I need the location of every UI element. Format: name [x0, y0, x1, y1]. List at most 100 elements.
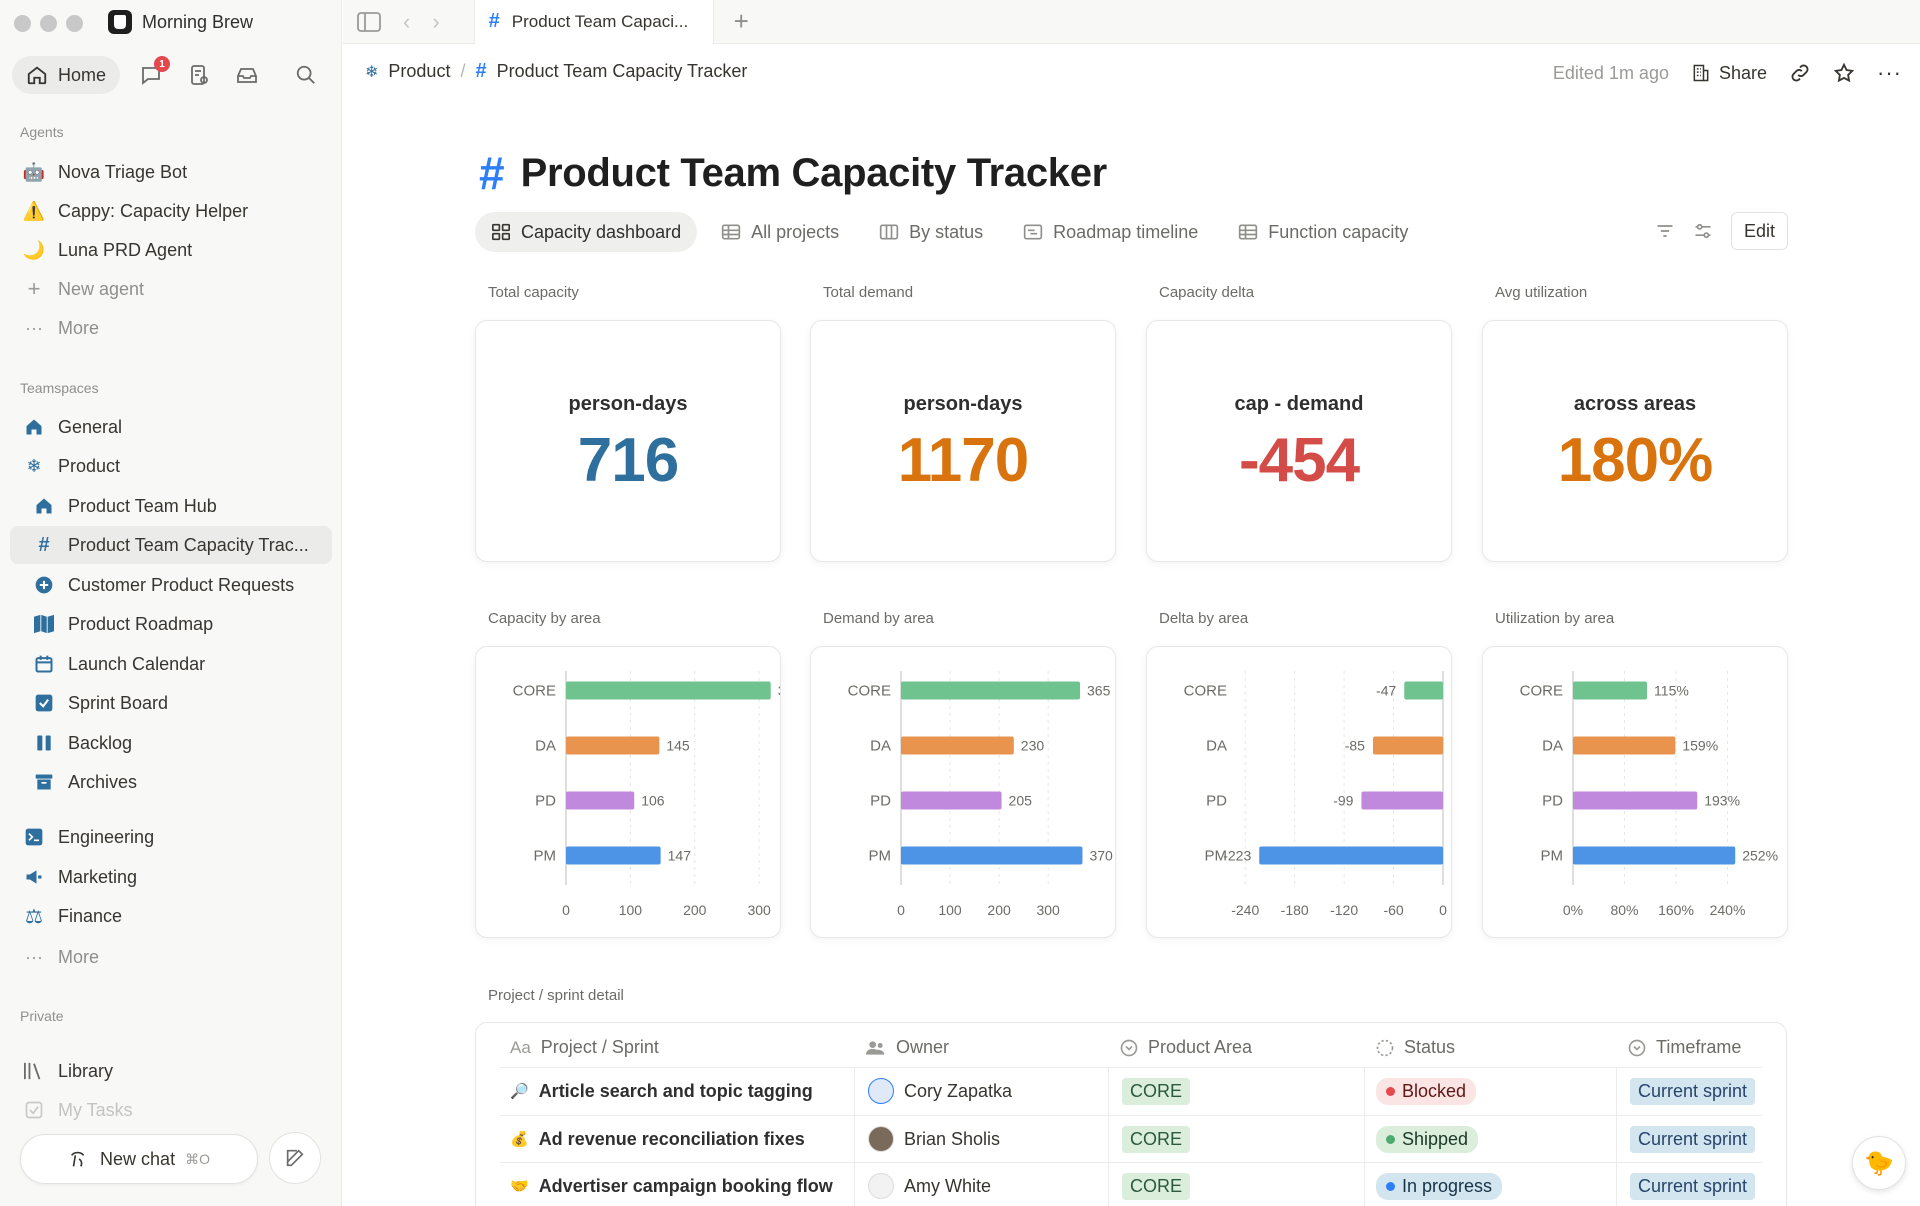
compose-button[interactable]	[269, 1132, 321, 1184]
bar[interactable]	[1573, 736, 1676, 755]
private-library[interactable]: Library	[10, 1052, 332, 1090]
table-row-timeframe[interactable]: Current sprint	[1630, 1068, 1756, 1114]
table-row-status[interactable]: Shipped	[1376, 1116, 1479, 1162]
tab-capacity-tracker[interactable]: # Product Team Capaci...	[473, 0, 714, 44]
category-label: CORE	[1184, 683, 1227, 700]
inbox-button[interactable]	[234, 62, 260, 88]
filter-icon[interactable]	[1655, 222, 1675, 240]
new-chat-button[interactable]: New chat ⌘O	[20, 1134, 258, 1184]
page-product-team-hub[interactable]: Product Team Hub	[10, 487, 332, 525]
breadcrumb-current[interactable]: Product Team Capacity Tracker	[496, 61, 748, 81]
page-label: Sprint Board	[68, 692, 169, 713]
teamspaces-more-button[interactable]: ··· More	[10, 938, 332, 976]
chart-card-capacity[interactable]: 0 100 200 300 CORE 318 DA 145 PD 106 PM 147	[475, 646, 781, 938]
share-button[interactable]: Share	[1691, 63, 1767, 84]
table-row-area[interactable]: CORE	[1122, 1116, 1191, 1162]
sidebar-toggle-icon[interactable]	[357, 11, 381, 32]
bar[interactable]	[566, 681, 771, 700]
page-archives[interactable]: Archives	[10, 763, 332, 801]
private-my-tasks[interactable]: My Tasks	[10, 1091, 332, 1129]
new-agent-button[interactable]: + New agent	[10, 270, 332, 308]
breadcrumb-parent[interactable]: Product	[388, 61, 451, 81]
meeting-notes-button[interactable]	[186, 62, 212, 88]
star-icon[interactable]	[1833, 62, 1855, 84]
table-row-owner[interactable]: Amy White	[868, 1163, 991, 1206]
view-tab-capacity-dashboard[interactable]: Capacity dashboard	[475, 212, 698, 252]
column-header-project[interactable]: Aa Project / Sprint	[510, 1037, 659, 1058]
column-header-timeframe[interactable]: Timeframe	[1628, 1037, 1741, 1058]
table-row-status[interactable]: In progress	[1376, 1163, 1503, 1206]
search-button[interactable]	[293, 62, 319, 88]
back-arrow-icon[interactable]: ‹	[403, 8, 411, 34]
table-row-status[interactable]: Blocked	[1376, 1068, 1477, 1114]
column-header-owner[interactable]: Owner	[866, 1037, 949, 1058]
more-options-icon[interactable]: ···	[1877, 60, 1902, 85]
stat-card-total-demand[interactable]: person-days 1170	[810, 320, 1116, 562]
close-window-button[interactable]	[14, 15, 31, 32]
new-tab-icon[interactable]: +	[733, 6, 749, 36]
page-customer-product-requests[interactable]: Customer Product Requests	[10, 566, 332, 604]
help-button[interactable]: 🐤	[1852, 1136, 1906, 1190]
agents-more-button[interactable]: ··· More	[10, 309, 332, 347]
bar[interactable]	[1404, 681, 1443, 700]
chart-card-delta[interactable]: -240 -180 -120 -60 0 CORE -47 DA -85 PD -99 PM -223	[1146, 646, 1452, 938]
chart-card-demand[interactable]: 0 100 200 300 CORE 365 DA 230 PD 205 PM 370	[810, 646, 1116, 938]
page-capacity-tracker[interactable]: # Product Team Capacity Trac...	[10, 526, 332, 564]
page-backlog[interactable]: Backlog	[10, 724, 332, 762]
view-tab-function-capacity[interactable]: Function capacity	[1222, 212, 1424, 252]
inbox-chat-button[interactable]: 1	[138, 56, 171, 88]
table-row-owner[interactable]: Brian Sholis	[868, 1116, 1000, 1162]
forward-arrow-icon[interactable]: ›	[432, 8, 440, 34]
teamspace-engineering[interactable]: Engineering	[10, 818, 332, 856]
table-row-area[interactable]: CORE	[1122, 1163, 1191, 1206]
bar[interactable]	[901, 846, 1083, 865]
agent-nova-triage-bot[interactable]: 🤖 Nova Triage Bot	[10, 153, 332, 191]
bar[interactable]	[901, 736, 1014, 755]
agent-cappy[interactable]: ⚠️ Cappy: Capacity Helper	[10, 192, 332, 230]
table-row-area[interactable]: CORE	[1122, 1068, 1191, 1114]
column-header-label: Product Area	[1148, 1037, 1253, 1057]
teamspace-finance[interactable]: ⚖ Finance	[10, 897, 332, 935]
stat-card-total-capacity[interactable]: person-days 716	[475, 320, 781, 562]
bar[interactable]	[1573, 791, 1698, 810]
table-row-timeframe[interactable]: Current sprint	[1630, 1116, 1756, 1162]
bar[interactable]	[1573, 846, 1736, 865]
chart-card-utilization[interactable]: 0% 80% 160% 240% CORE 115% DA 159% PD 193% PM 252%	[1482, 646, 1788, 938]
column-header-area[interactable]: Product Area	[1120, 1037, 1252, 1058]
table-row-timeframe[interactable]: Current sprint	[1630, 1163, 1756, 1206]
edit-button[interactable]: Edit	[1730, 212, 1788, 250]
table-row-project[interactable]: 🤝 Advertiser campaign booking flow	[510, 1163, 833, 1206]
bar[interactable]	[901, 791, 1002, 810]
page-launch-calendar[interactable]: Launch Calendar	[10, 645, 332, 683]
table-row-project[interactable]: 🔎 Article search and topic tagging	[510, 1068, 813, 1114]
link-icon[interactable]	[1789, 62, 1811, 84]
page-product-roadmap[interactable]: Product Roadmap	[10, 605, 332, 643]
bar[interactable]	[1372, 736, 1443, 755]
bar[interactable]	[901, 681, 1081, 700]
bar[interactable]	[566, 791, 635, 810]
teamspace-general[interactable]: General	[10, 408, 332, 446]
minimize-window-button[interactable]	[40, 15, 57, 32]
bar[interactable]	[1361, 791, 1443, 810]
table-row-owner[interactable]: Cory Zapatka	[868, 1068, 1012, 1114]
bar[interactable]	[566, 736, 660, 755]
agent-luna-prd[interactable]: 🌙 Luna PRD Agent	[10, 231, 332, 269]
table-row-project[interactable]: 💰 Ad revenue reconciliation fixes	[510, 1116, 805, 1162]
bar[interactable]	[566, 846, 661, 865]
view-tab-all-projects[interactable]: All projects	[705, 212, 855, 252]
bar[interactable]	[1259, 846, 1443, 865]
bar[interactable]	[1573, 681, 1648, 700]
sliders-icon[interactable]	[1693, 222, 1713, 240]
workspace-switcher[interactable]: Morning Brew	[108, 10, 253, 34]
home-button[interactable]: Home	[12, 56, 121, 94]
row-divider	[500, 1162, 1762, 1163]
teamspace-marketing[interactable]: Marketing	[10, 858, 332, 896]
column-header-status[interactable]: Status	[1376, 1037, 1455, 1058]
stat-card-avg-utilization[interactable]: across areas 180%	[1482, 320, 1788, 562]
view-tab-by-status[interactable]: By status	[863, 212, 999, 252]
view-tab-roadmap-timeline[interactable]: Roadmap timeline	[1007, 212, 1214, 252]
page-sprint-board[interactable]: Sprint Board	[10, 684, 332, 722]
teamspace-product[interactable]: ❄ Product	[10, 447, 332, 485]
stat-card-capacity-delta[interactable]: cap - demand -454	[1146, 320, 1452, 562]
maximize-window-button[interactable]	[66, 15, 83, 32]
